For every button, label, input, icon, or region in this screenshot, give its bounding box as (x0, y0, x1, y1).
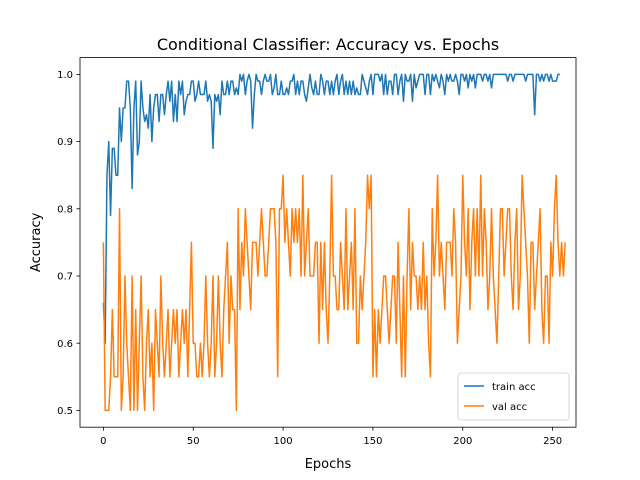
legend-label: train acc (492, 382, 536, 393)
x-tick-label: 50 (187, 436, 200, 447)
y-axis: 0.5 0.6 0.7 0.8 0.9 1.0 (57, 70, 80, 417)
y-tick-label: 0.7 (57, 272, 73, 283)
x-tick-label: 200 (453, 436, 472, 447)
x-tick-label: 0 (100, 436, 106, 447)
y-tick-label: 1.0 (57, 70, 73, 81)
x-axis-label: Epochs (305, 457, 352, 472)
legend-box (457, 372, 570, 421)
y-tick-label: 0.9 (57, 137, 73, 148)
x-tick-label: 100 (274, 436, 293, 447)
y-axis-label: Accuracy (29, 212, 44, 272)
chart-title: Conditional Classifier: Accuracy vs. Epo… (157, 35, 499, 54)
y-tick-label: 0.5 (57, 406, 73, 417)
series-layer (102, 73, 566, 412)
y-tick-label: 0.6 (57, 339, 73, 350)
y-tick-label: 0.8 (57, 204, 73, 215)
series-line-train-acc (102, 73, 560, 344)
plot-frame (79, 57, 577, 428)
series-line-val-acc (102, 174, 566, 412)
legend-label: val acc (492, 402, 527, 413)
x-axis: 0 50 100 150 200 250 (100, 427, 562, 447)
x-tick-label: 150 (363, 436, 382, 447)
x-tick-label: 250 (543, 436, 562, 447)
legend: train acc val acc (457, 372, 570, 421)
